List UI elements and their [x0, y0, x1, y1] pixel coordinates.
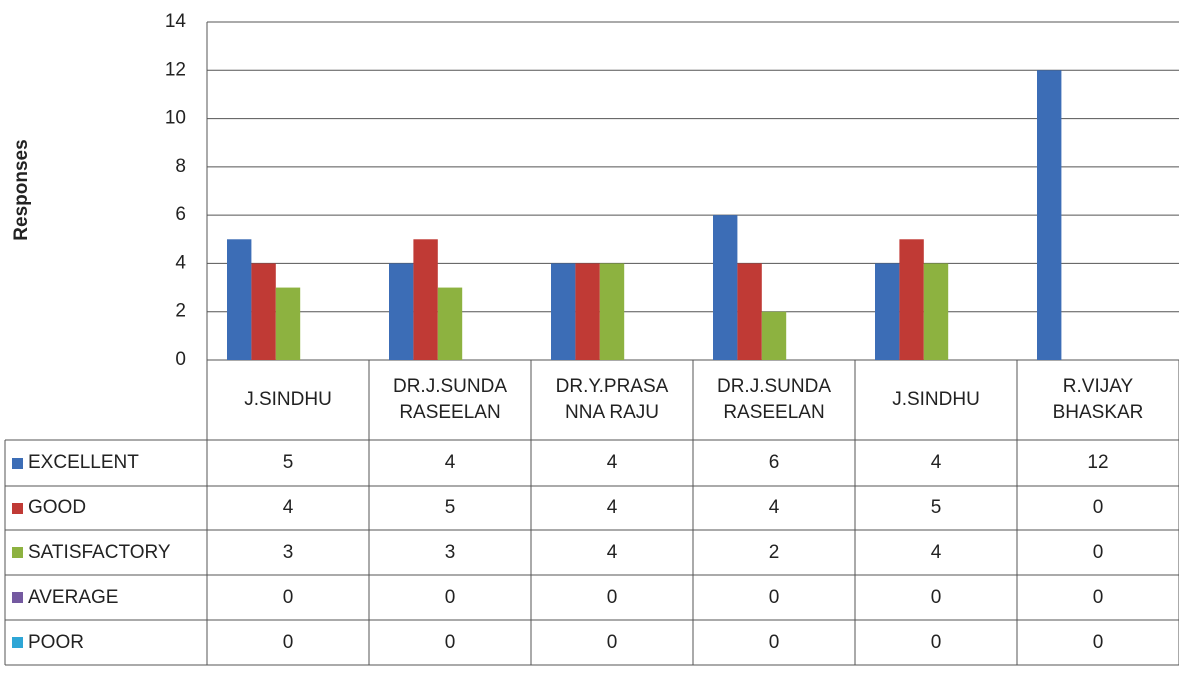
y-tick-label: 0 — [175, 349, 186, 370]
bar — [275, 287, 301, 360]
category-label: R.VIJAY BHASKAR — [1052, 376, 1144, 423]
legend-swatch — [12, 547, 23, 558]
table-value: 4 — [768, 497, 780, 519]
table-value: 0 — [1092, 586, 1104, 608]
table-value: 4 — [606, 452, 618, 474]
table-value: 0 — [282, 631, 294, 653]
category-label: J.SINDHU — [244, 389, 332, 411]
table-value: 2 — [768, 541, 780, 563]
table-value: 0 — [606, 586, 618, 608]
table-value: 0 — [930, 631, 942, 653]
table-value: 0 — [444, 631, 456, 653]
bar — [737, 263, 762, 360]
bar — [923, 263, 949, 360]
legend-entry: AVERAGE — [12, 575, 118, 620]
legend-swatch — [12, 592, 23, 603]
table-value: 0 — [930, 586, 942, 608]
table-value: 3 — [282, 541, 294, 563]
category-label: DR.J.SUNDA RASEELAN — [716, 376, 831, 423]
legend-swatch — [12, 502, 23, 514]
legend-label: GOOD — [28, 497, 87, 518]
bar — [413, 239, 438, 360]
table-value: 0 — [1092, 631, 1104, 653]
legend-swatch — [12, 637, 23, 648]
table-value: 0 — [282, 586, 294, 608]
table-value: 5 — [930, 497, 942, 519]
bar — [437, 287, 463, 360]
table-value: 0 — [444, 586, 456, 608]
legend-label: SATISFACTORY — [28, 541, 171, 563]
legend-label: POOR — [28, 631, 84, 653]
table-value: 5 — [282, 452, 294, 474]
table-value: 4 — [930, 541, 942, 563]
bar — [251, 263, 276, 360]
table-value: 12 — [1087, 452, 1109, 474]
legend-entry: POOR — [12, 620, 84, 665]
bar — [575, 263, 600, 360]
table-value: 0 — [1092, 541, 1104, 563]
bar — [551, 263, 576, 360]
bar — [599, 263, 625, 360]
y-tick-label: 6 — [175, 204, 186, 225]
table-value: 0 — [1092, 497, 1104, 519]
table-value: 0 — [768, 631, 780, 653]
legend-swatch — [12, 457, 23, 469]
legend-label: EXCELLENT — [28, 452, 139, 473]
y-tick-label: 10 — [165, 108, 186, 129]
y-tick-label: 14 — [165, 11, 187, 32]
category-label: DR.Y.PRASA NNA RAJU — [555, 376, 669, 423]
bar — [227, 239, 252, 360]
y-tick-label: 12 — [165, 59, 186, 80]
table-value: 4 — [930, 452, 942, 474]
table-value: 6 — [768, 452, 780, 474]
y-tick-label: 8 — [175, 156, 186, 177]
table-value: 0 — [606, 631, 618, 653]
bar — [389, 263, 414, 360]
table-value: 5 — [444, 497, 456, 519]
legend-entry: EXCELLENT — [12, 440, 139, 486]
bar — [899, 239, 924, 360]
table-value: 3 — [444, 541, 456, 563]
bar — [875, 263, 900, 360]
category-label: DR.J.SUNDA RASEELAN — [392, 376, 507, 423]
y-tick-label: 2 — [175, 301, 186, 322]
category-label: J.SINDHU — [892, 389, 980, 411]
y-axis-label: Responses — [11, 139, 32, 240]
bar — [713, 215, 738, 360]
table-value: 0 — [768, 586, 780, 608]
table-value: 4 — [444, 452, 456, 474]
legend-entry: SATISFACTORY — [12, 530, 171, 575]
y-tick-label: 4 — [175, 252, 186, 273]
table-value: 4 — [282, 497, 294, 519]
table-value: 4 — [606, 541, 618, 563]
bar — [761, 311, 787, 360]
table-value: 4 — [606, 497, 618, 519]
legend-label: AVERAGE — [28, 586, 119, 608]
legend-entry: GOOD — [12, 486, 86, 530]
bar — [1037, 70, 1062, 361]
